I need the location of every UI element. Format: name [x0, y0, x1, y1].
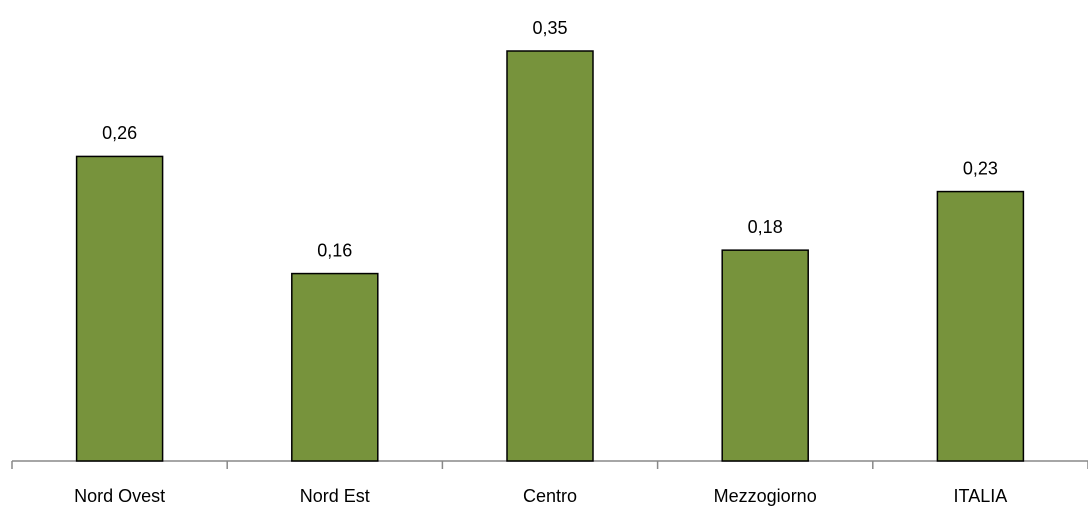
value-label: 0,23: [963, 158, 998, 178]
value-label: 0,26: [102, 123, 137, 143]
bar: [936, 190, 1025, 462]
x-tick-label: ITALIA: [954, 486, 1008, 506]
bar: [75, 155, 164, 462]
x-tick-label: Mezzogiorno: [714, 486, 817, 506]
value-label: 0,35: [532, 18, 567, 38]
x-tick-label: Nord Est: [300, 486, 370, 506]
value-label: 0,18: [748, 217, 783, 237]
x-tick-label: Nord Ovest: [74, 486, 165, 506]
bar: [721, 249, 809, 462]
bar: [506, 50, 594, 462]
bar: [291, 272, 379, 462]
value-label: 0,16: [317, 240, 352, 260]
x-tick-label: Centro: [523, 486, 577, 506]
